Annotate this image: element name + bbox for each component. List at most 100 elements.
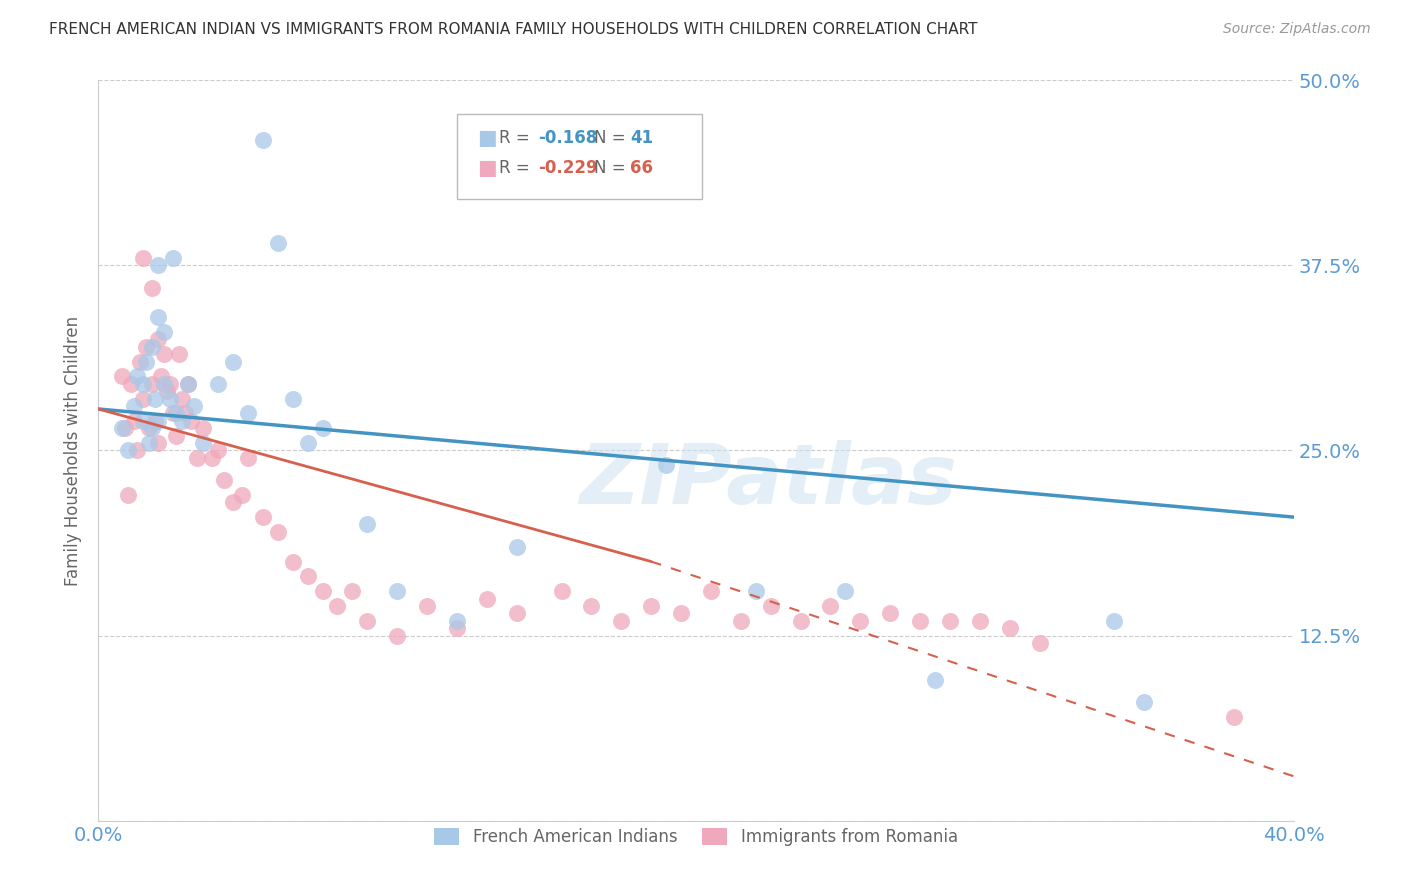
Point <box>475 591 498 606</box>
Point <box>148 259 170 273</box>
Point <box>177 376 200 391</box>
Point <box>127 443 149 458</box>
Point <box>162 407 184 421</box>
Point <box>700 584 723 599</box>
Point <box>141 421 163 435</box>
Point <box>207 443 229 458</box>
Point <box>148 332 170 346</box>
Legend: French American Indians, Immigrants from Romania: French American Indians, Immigrants from… <box>427 822 965 853</box>
Point <box>745 584 768 599</box>
Text: 41: 41 <box>630 129 654 147</box>
Point <box>167 347 190 361</box>
Text: -0.168: -0.168 <box>538 129 598 147</box>
Point <box>135 354 157 368</box>
Point <box>416 599 439 613</box>
Point <box>222 354 245 368</box>
Text: R =: R = <box>499 159 534 177</box>
Point <box>581 599 603 613</box>
Point <box>1028 636 1050 650</box>
Text: FRENCH AMERICAN INDIAN VS IMMIGRANTS FROM ROMANIA FAMILY HOUSEHOLDS WITH CHILDRE: FRENCH AMERICAN INDIAN VS IMMIGRANTS FRO… <box>49 22 977 37</box>
Point <box>132 251 155 265</box>
Point <box>148 414 170 428</box>
Point <box>143 392 166 406</box>
Point <box>446 621 468 635</box>
Point <box>297 569 319 583</box>
Point <box>231 488 253 502</box>
Point <box>207 376 229 391</box>
FancyBboxPatch shape <box>457 113 702 199</box>
Point <box>550 584 572 599</box>
Point <box>153 347 176 361</box>
Point <box>172 392 194 406</box>
Point <box>252 132 274 146</box>
Point <box>117 443 139 458</box>
Point <box>730 614 752 628</box>
Point <box>153 325 176 339</box>
Text: Source: ZipAtlas.com: Source: ZipAtlas.com <box>1223 22 1371 37</box>
Point <box>297 436 319 450</box>
Point <box>183 399 205 413</box>
Point <box>135 340 157 354</box>
Point <box>908 614 931 628</box>
Point <box>342 584 364 599</box>
Point <box>191 436 214 450</box>
Point <box>117 488 139 502</box>
Text: -0.229: -0.229 <box>538 159 598 177</box>
Text: R =: R = <box>499 129 534 147</box>
Point <box>129 354 152 368</box>
Point <box>669 607 692 621</box>
Point <box>252 510 274 524</box>
Point <box>143 414 166 428</box>
Point <box>138 436 160 450</box>
Point <box>385 584 409 599</box>
Point <box>939 614 962 628</box>
Point <box>759 599 782 613</box>
Point <box>236 450 259 465</box>
Point <box>212 473 235 487</box>
Point <box>311 584 333 599</box>
Point <box>385 628 409 642</box>
Text: ■: ■ <box>477 158 496 178</box>
Point <box>326 599 349 613</box>
Point <box>610 614 633 628</box>
Point <box>120 376 142 391</box>
Point <box>153 376 176 391</box>
Point <box>132 392 155 406</box>
Point <box>924 673 946 687</box>
Point <box>236 407 259 421</box>
Point <box>356 517 378 532</box>
Point <box>165 407 187 421</box>
Point <box>789 614 811 628</box>
Point <box>506 540 529 554</box>
Point <box>356 614 378 628</box>
Point <box>1223 710 1246 724</box>
Point <box>174 407 197 421</box>
Point <box>311 421 333 435</box>
Point <box>165 428 187 442</box>
Point <box>127 369 149 384</box>
Point <box>506 607 529 621</box>
Point <box>138 421 160 435</box>
Text: N =: N = <box>595 159 631 177</box>
Point <box>191 421 214 435</box>
Point <box>186 450 208 465</box>
Point <box>849 614 872 628</box>
Point <box>201 450 224 465</box>
Point <box>820 599 842 613</box>
Text: ■: ■ <box>477 128 496 148</box>
Point <box>148 310 170 325</box>
Point <box>1104 614 1126 628</box>
Y-axis label: Family Households with Children: Family Households with Children <box>65 316 83 585</box>
Point <box>655 458 678 473</box>
Point <box>150 369 173 384</box>
Text: ZIPatlas: ZIPatlas <box>579 440 956 521</box>
Point <box>998 621 1021 635</box>
Point <box>879 607 901 621</box>
Point <box>446 614 468 628</box>
Point <box>124 414 146 428</box>
Point <box>267 236 290 251</box>
Point <box>111 421 134 435</box>
Point <box>159 392 181 406</box>
Point <box>111 369 134 384</box>
Point <box>141 376 163 391</box>
